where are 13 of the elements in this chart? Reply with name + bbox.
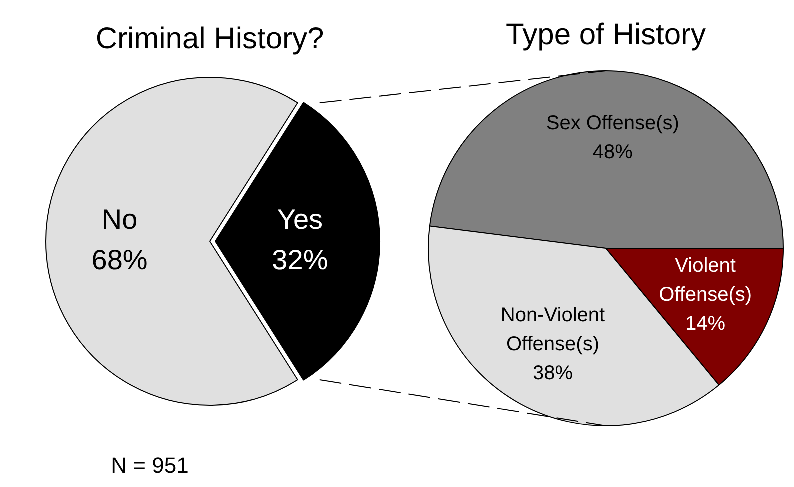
data-label: 68% xyxy=(92,244,148,276)
slice-label: Violent Offense(s) xyxy=(659,254,752,306)
data-label: 14% xyxy=(686,312,726,335)
slice-label: Sex Offense(s) xyxy=(546,112,680,135)
slice-label: Non-Violent Offense(s) xyxy=(500,304,606,356)
text: N = 951 xyxy=(111,453,189,478)
chart-title: Criminal History? xyxy=(96,22,324,56)
data-label: 38% xyxy=(532,362,574,384)
chart-title: Type of History xyxy=(506,18,706,52)
data-label: 48% xyxy=(592,142,634,164)
slice-label: Yes xyxy=(277,204,324,235)
slice-label: No xyxy=(102,204,138,235)
data-label: 32% xyxy=(272,244,328,276)
